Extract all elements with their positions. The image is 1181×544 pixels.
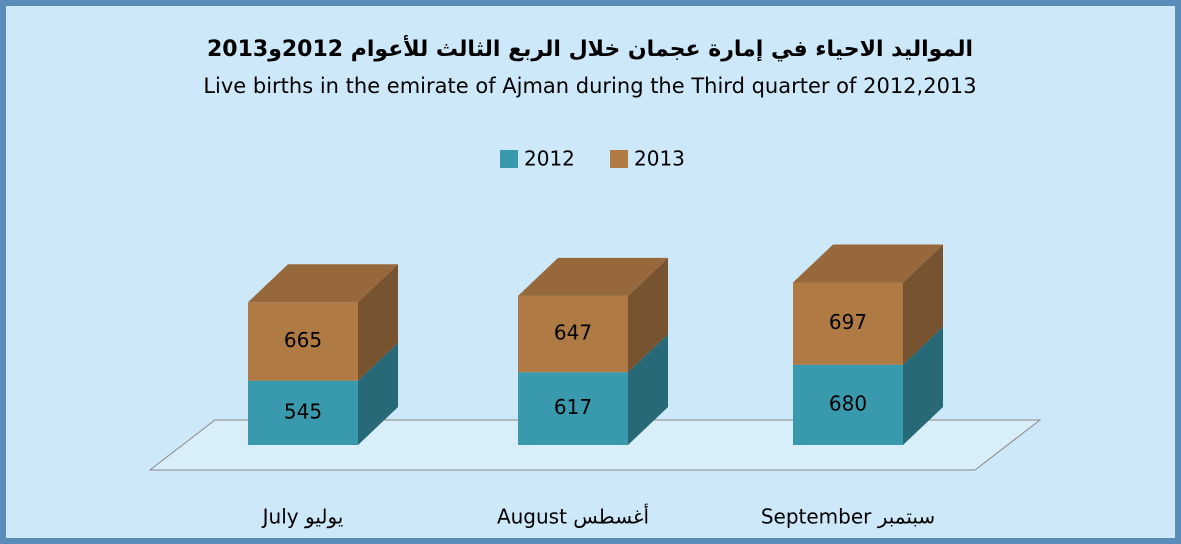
value-label: 617 (554, 395, 592, 419)
bar-side (628, 257, 668, 373)
bar-side (903, 326, 943, 445)
value-label: 665 (284, 328, 322, 352)
bar-segment (248, 302, 358, 381)
x-tick-label: September سبتمبر (761, 505, 935, 529)
chart-title: المواليد الاحياء في إمارة عجمان خلال الر… (207, 34, 973, 62)
bar-side (358, 264, 398, 381)
value-label: 545 (284, 399, 322, 423)
bar-side (903, 244, 943, 365)
bar-segment (793, 364, 903, 445)
bar-top (793, 244, 943, 283)
bar-segment (518, 372, 628, 445)
x-tick-label: August أغسطس (497, 504, 649, 529)
bar-side (358, 342, 398, 445)
bar-segment (518, 295, 628, 373)
value-label: 647 (554, 321, 592, 345)
bar-segment (793, 282, 903, 365)
bar-side (628, 334, 668, 445)
bar-top (518, 257, 668, 296)
x-tick-label: July يوليو (261, 505, 344, 529)
value-label: 697 (829, 310, 867, 334)
legend-swatch (500, 150, 518, 168)
bar-segment (248, 380, 358, 445)
chart-subtitle: Live births in the emirate of Ajman duri… (203, 74, 976, 98)
legend-label: 2013 (634, 147, 685, 171)
legend-swatch (610, 150, 628, 168)
value-label: 680 (829, 391, 867, 415)
bar-top (248, 264, 398, 303)
legend-label: 2012 (524, 147, 575, 171)
